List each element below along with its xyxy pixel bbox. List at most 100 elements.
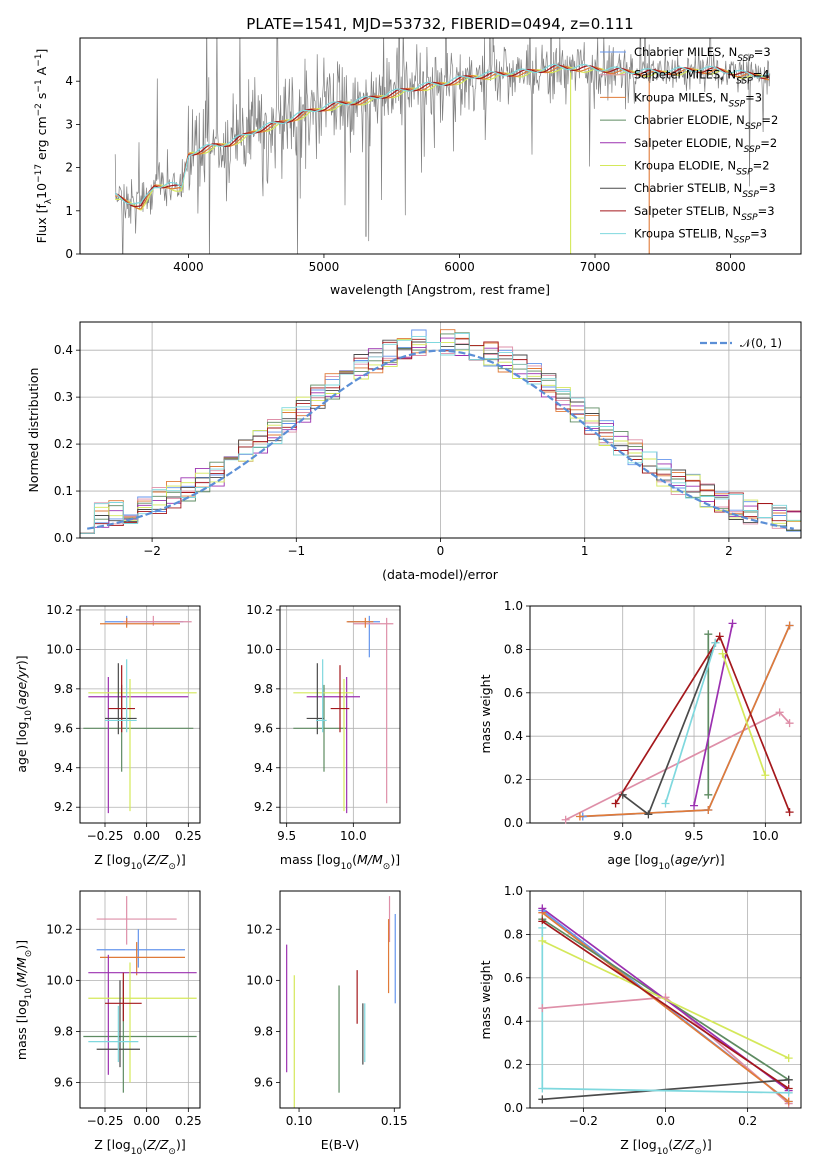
legend-label: Salpeter MILES, NSSP=4 <box>634 68 770 87</box>
y-axis-label: mass weight <box>478 960 493 1039</box>
label-part: M/M <box>357 852 383 867</box>
label-part: ⊙ <box>168 862 176 872</box>
y-tick-label: 0.4 <box>504 1014 523 1028</box>
label-part: ( <box>142 1137 147 1152</box>
label-part: SSP <box>745 122 762 132</box>
plus-marker-c6 <box>538 1095 547 1104</box>
y-tick-label: 10.0 <box>246 973 273 987</box>
plus-marker-c4 <box>690 801 699 810</box>
plus-marker-c5 <box>718 649 727 658</box>
y-tick-label: 0.0 <box>504 1101 523 1115</box>
legend-label: Chabrier MILES, NSSP=3 <box>634 45 771 64</box>
plus-marker-c1 <box>785 719 794 728</box>
label-part: Chabrier ELODIE, N <box>634 113 745 127</box>
axes-frame <box>79 890 201 1109</box>
plot-area <box>293 615 394 814</box>
x-tick-label: −0.25 <box>87 1114 124 1128</box>
plot-area <box>80 329 801 534</box>
label-part: Salpeter ELODIE, N <box>634 136 744 150</box>
y-tick-label: 9.4 <box>54 761 73 775</box>
x-axis-label: age [log10(age/yr)] <box>607 852 724 872</box>
axes-age_vs_Z: −0.25 0.00 0.259.29.49.69.810.010.2Z [log1… <box>14 603 202 872</box>
y-tick-label: 0.2 <box>54 437 73 451</box>
legend-label: Chabrier STELIB, NSSP=3 <box>634 181 776 200</box>
x-tick-label: 0.15 <box>381 1114 408 1128</box>
label-part: Salpeter STELIB, N <box>634 204 741 218</box>
plot-area <box>83 896 197 1093</box>
plus-marker-c2 <box>785 621 794 630</box>
y-tick-label: 1.0 <box>504 884 523 898</box>
y-tick-label: 0.0 <box>504 816 523 830</box>
label-part: Flux [f <box>34 204 49 244</box>
x-axis-label: Z [log10(Z/Z⊙)] <box>94 1137 185 1157</box>
label-part: =2 <box>761 113 778 127</box>
label-part: ⊙ <box>24 950 34 958</box>
x-tick-label: −1 <box>287 544 305 558</box>
x-tick-label: 4000 <box>173 260 204 274</box>
plus-marker-c1 <box>561 815 570 824</box>
label-part: )] <box>176 852 186 867</box>
axes-residuals: −2 −1 0 1 2 0.0 0.1 0.2 0.3 0.4 (data-model)/error… <box>26 321 802 582</box>
x-tick-label: 10.0 <box>752 829 779 843</box>
label-part: 10 <box>34 183 49 199</box>
x-tick-label: 0.25 <box>175 829 202 843</box>
y-tick-label: 0 <box>65 247 73 261</box>
label-part: age/yr <box>14 664 29 705</box>
y-tick-label: 0.2 <box>504 1058 523 1072</box>
x-tick-label: 0.0 <box>656 1114 675 1128</box>
axes-spectrum: 4000 5000 6000 7000 8000 0 1 2 3 4 PLATE=1541, MJD… <box>34 15 802 297</box>
axes-frame <box>279 890 401 1109</box>
plot-area <box>114 38 771 254</box>
plus-marker-c5 <box>784 1054 793 1063</box>
legend-label: Kroupa MILES, NSSP=3 <box>634 90 762 109</box>
y-tick-label: 2 <box>65 161 73 175</box>
axes-weight_vs_age: 9.0 9.5 10.0 0.0 0.2 0.4 0.6 0.8 1.0 age [log10(a… <box>478 599 802 872</box>
label-part: )] <box>14 655 29 665</box>
y-tick-label: 9.8 <box>254 1024 273 1038</box>
label-part: −1 <box>34 54 44 67</box>
label-part: age/yr <box>675 852 716 867</box>
axes-frame <box>529 890 802 1109</box>
label-part: −17 <box>34 164 44 183</box>
label-part: )] <box>176 1137 186 1152</box>
legend: Chabrier MILES, NSSP=3 Salpeter MILES, NS… <box>600 45 778 246</box>
plus-marker-c8 <box>538 923 547 932</box>
y-tick-label: 10.2 <box>246 603 273 617</box>
y-tick-label: 3 <box>65 117 73 131</box>
y-tick-label: 9.2 <box>54 800 73 814</box>
plus-marker-c7 <box>785 808 794 817</box>
label-part: ( <box>670 852 675 867</box>
weight-line-c0 <box>582 625 791 818</box>
histogram-c8 <box>80 332 801 534</box>
y-tick-label: 0.4 <box>54 343 73 357</box>
weight-line-c6 <box>542 1078 789 1101</box>
label-part: SSP <box>736 168 753 178</box>
axes-age_vs_mass: 9.5 10.0 9.2 9.4 9.6 9.8 10.0 10.2 mass [log10(M… <box>246 603 401 872</box>
axes-frame <box>279 605 401 824</box>
label-part: 10 <box>24 710 34 722</box>
y-tick-label: 9.6 <box>54 721 73 735</box>
label-part: ( <box>352 852 357 867</box>
label-part: age [log <box>607 852 658 867</box>
y-tick-label: 0.1 <box>54 484 73 498</box>
plus-marker-c1 <box>538 1004 547 1013</box>
label-part: ⊙ <box>168 1147 176 1157</box>
x-axis-label: (data-model)/error <box>382 567 499 582</box>
label-part: =3 <box>745 90 762 104</box>
label-part: M/M <box>14 957 29 983</box>
legend-label: Salpeter ELODIE, NSSP=2 <box>634 136 777 155</box>
label-part: 10 <box>659 862 671 872</box>
label-part: Z/Z <box>146 852 169 867</box>
x-tick-label: 0.00 <box>133 829 160 843</box>
y-axis-label: Flux [fλ10−17 erg cm−2 s−1 A−1] <box>34 49 54 244</box>
plus-marker-c4 <box>728 619 737 628</box>
plus-marker-c4 <box>538 904 547 913</box>
label-part: ( <box>14 983 29 988</box>
axes-frame <box>529 605 802 824</box>
y-tick-label: 10.0 <box>246 642 273 656</box>
axes-mass_vs_EBV: 0.10 0.15 9.6 9.8 10.0 10.2 E(B-V) <box>246 890 408 1152</box>
plus-marker-c5 <box>538 936 547 945</box>
axes-frame <box>79 605 201 824</box>
y-tick-label: 0.6 <box>504 971 523 985</box>
y-axis-label: Normed distribution <box>26 368 41 493</box>
